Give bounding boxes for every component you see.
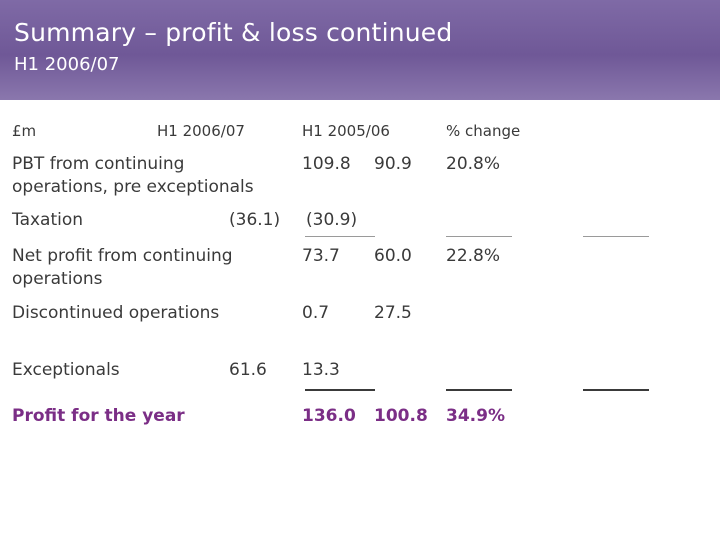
taxation-h1-2006-07: (36.1) <box>229 210 281 230</box>
profit-h1-2005-06: 100.8 <box>374 406 428 426</box>
row-label-net-profit-line1: Net profit from continuing <box>12 246 233 266</box>
subtotal-rule <box>446 236 512 237</box>
col-header-h1-2005-06: H1 2005/06 <box>302 122 390 140</box>
col-header-h1-2006-07: H1 2006/07 <box>157 122 245 140</box>
subtotal-rule <box>583 236 649 237</box>
row-label-taxation: Taxation <box>12 210 84 230</box>
discontinued-h1-2005-06: 27.5 <box>374 303 412 323</box>
profit-pct-change: 34.9% <box>446 406 505 426</box>
discontinued-h1-2006-07: 0.7 <box>302 303 330 323</box>
row-label-pbt-line2: operations, pre exceptionals <box>12 177 254 197</box>
col-header-pct-change: % change <box>446 122 521 140</box>
net-profit-h1-2006-07: 73.7 <box>302 246 340 266</box>
total-rule <box>305 389 375 391</box>
row-label-discontinued: Discontinued operations <box>12 303 220 323</box>
slide-subtitle: H1 2006/07 <box>14 54 120 75</box>
row-label-net-profit-line2: operations <box>12 269 103 289</box>
exceptionals-h1-2006-07: 61.6 <box>229 360 267 380</box>
row-label-profit-for-year: Profit for the year <box>12 406 185 426</box>
pbt-pct-change: 20.8% <box>446 154 501 174</box>
pbt-h1-2006-07: 109.8 <box>302 154 351 174</box>
net-profit-pct-change: 22.8% <box>446 246 501 266</box>
total-rule <box>446 389 512 391</box>
slide-header: Summary – profit & loss continued H1 200… <box>0 0 720 100</box>
profit-h1-2006-07: 136.0 <box>302 406 356 426</box>
exceptionals-h1-2005-06: 13.3 <box>302 360 340 380</box>
row-label-pbt-line1: PBT from continuing <box>12 154 185 174</box>
net-profit-h1-2005-06: 60.0 <box>374 246 412 266</box>
row-label-exceptionals: Exceptionals <box>12 360 120 380</box>
slide-title: Summary – profit & loss continued <box>14 18 453 47</box>
subtotal-rule <box>305 236 375 237</box>
pbt-h1-2005-06: 90.9 <box>374 154 412 174</box>
taxation-h1-2005-06: (30.9) <box>306 210 358 230</box>
total-rule <box>583 389 649 391</box>
unit-header: £m <box>12 122 37 140</box>
